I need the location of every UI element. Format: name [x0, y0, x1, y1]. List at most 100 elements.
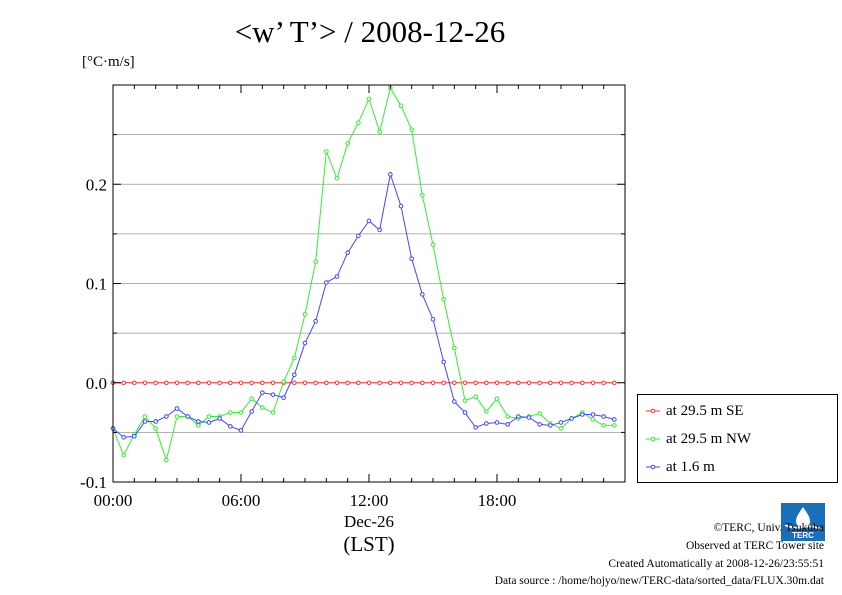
data-point-series-2 — [142, 419, 148, 424]
data-point-series-1 — [292, 355, 297, 361]
data-point-series-1 — [356, 120, 361, 126]
data-point-series-0 — [377, 380, 382, 386]
legend-item-nw: at 29.5 m NW — [646, 428, 751, 450]
data-point-series-1 — [206, 414, 212, 419]
data-point-series-2 — [206, 420, 212, 425]
footer-site: Observed at TERC Tower site — [685, 540, 824, 552]
data-point-series-2 — [484, 421, 489, 426]
data-point-series-1 — [558, 426, 564, 431]
data-point-series-0 — [462, 380, 468, 386]
data-point-series-2 — [281, 395, 286, 400]
legend-item-se: at 29.5 m SE — [646, 400, 744, 422]
data-point-series-0 — [206, 380, 212, 386]
data-point-series-1 — [313, 259, 318, 264]
data-point-series-2 — [302, 340, 308, 346]
data-point-series-2 — [249, 409, 254, 414]
data-point-series-0 — [164, 380, 169, 386]
data-point-series-1 — [612, 423, 617, 428]
data-point-series-1 — [174, 414, 180, 419]
data-point-series-2 — [174, 406, 180, 411]
data-point-series-1 — [430, 242, 436, 248]
data-point-series-0 — [409, 380, 414, 386]
x-tick-label: 12:00 — [350, 491, 389, 510]
data-point-series-0 — [580, 380, 585, 386]
data-point-series-2 — [185, 414, 190, 419]
data-point-series-0 — [217, 380, 222, 386]
data-point-series-0 — [484, 380, 489, 386]
legend-marker-se — [646, 408, 660, 414]
y-tick-label: 0.1 — [86, 275, 107, 294]
legend-marker-low — [646, 464, 660, 470]
data-point-series-2 — [270, 392, 276, 397]
data-point-series-0 — [558, 380, 564, 386]
data-point-series-0 — [398, 380, 404, 386]
data-point-series-2 — [398, 203, 404, 209]
x-tick-label: 18:00 — [478, 491, 517, 510]
data-point-series-0 — [292, 380, 297, 386]
data-point-series-0 — [132, 380, 137, 386]
data-point-series-1 — [238, 410, 244, 415]
footer-created: Created Automatically at 2008-12-26/23:5… — [608, 558, 824, 570]
data-point-series-1 — [260, 405, 265, 410]
legend: at 29.5 m SE at 29.5 m NW at 1.6 m — [637, 394, 838, 483]
data-point-series-0 — [569, 380, 574, 386]
data-point-series-1 — [377, 129, 382, 134]
data-point-series-0 — [249, 380, 254, 386]
data-point-series-2 — [580, 412, 585, 417]
data-point-series-1 — [537, 411, 542, 416]
data-point-series-1 — [366, 96, 372, 102]
data-point-series-0 — [494, 380, 500, 386]
data-point-series-0 — [420, 380, 425, 386]
data-point-series-0 — [121, 380, 126, 386]
data-point-series-0 — [270, 380, 276, 386]
data-point-series-2 — [441, 359, 446, 365]
legend-item-low: at 1.6 m — [646, 456, 715, 478]
data-point-series-2 — [516, 414, 521, 419]
data-point-series-0 — [516, 380, 521, 386]
data-point-series-2 — [292, 372, 297, 378]
chart-title: <w’ T’> / 2008-12-26 — [234, 14, 506, 49]
data-point-series-2 — [356, 233, 361, 239]
data-point-series-2 — [452, 399, 457, 404]
data-point-series-2 — [121, 435, 126, 440]
data-point-series-2 — [526, 415, 532, 420]
data-point-series-1 — [409, 127, 414, 132]
data-point-series-2 — [558, 420, 564, 425]
data-point-series-0 — [548, 380, 553, 386]
data-point-series-2 — [537, 422, 542, 427]
data-point-series-1 — [473, 394, 478, 399]
data-point-series-1 — [441, 297, 446, 302]
data-point-series-1 — [590, 417, 596, 422]
data-point-series-0 — [185, 380, 190, 386]
data-point-series-2 — [228, 424, 233, 429]
data-point-series-1 — [420, 192, 425, 198]
data-point-series-2 — [313, 318, 318, 324]
data-point-series-2 — [420, 292, 425, 297]
data-point-series-0 — [388, 380, 393, 386]
legend-label-nw: at 29.5 m NW — [666, 430, 751, 447]
data-point-series-0 — [601, 380, 606, 386]
data-point-series-0 — [612, 380, 617, 386]
data-point-series-0 — [324, 380, 329, 386]
data-point-series-2 — [334, 274, 340, 279]
data-point-series-2 — [473, 425, 478, 430]
data-point-series-2 — [132, 434, 137, 439]
data-point-series-0 — [142, 380, 148, 386]
data-point-series-0 — [356, 380, 361, 386]
data-point-series-1 — [164, 457, 169, 463]
terc-logo: TERC — [781, 503, 825, 541]
data-point-series-1 — [601, 423, 606, 428]
data-point-series-0 — [505, 380, 510, 386]
footer-source: Data source : /home/hojyo/new/TERC-data/… — [494, 575, 824, 587]
data-point-series-1 — [249, 396, 254, 401]
data-point-series-0 — [452, 380, 457, 386]
data-point-series-2 — [153, 419, 158, 424]
data-point-series-2 — [238, 428, 244, 433]
footer-credit: ©TERC, Univ. Tsukuba — [713, 522, 824, 534]
data-point-series-0 — [537, 380, 542, 386]
data-point-series-2 — [196, 419, 201, 424]
data-point-series-1 — [345, 141, 350, 146]
data-point-series-0 — [473, 380, 478, 386]
series-line-2 — [112, 172, 615, 438]
